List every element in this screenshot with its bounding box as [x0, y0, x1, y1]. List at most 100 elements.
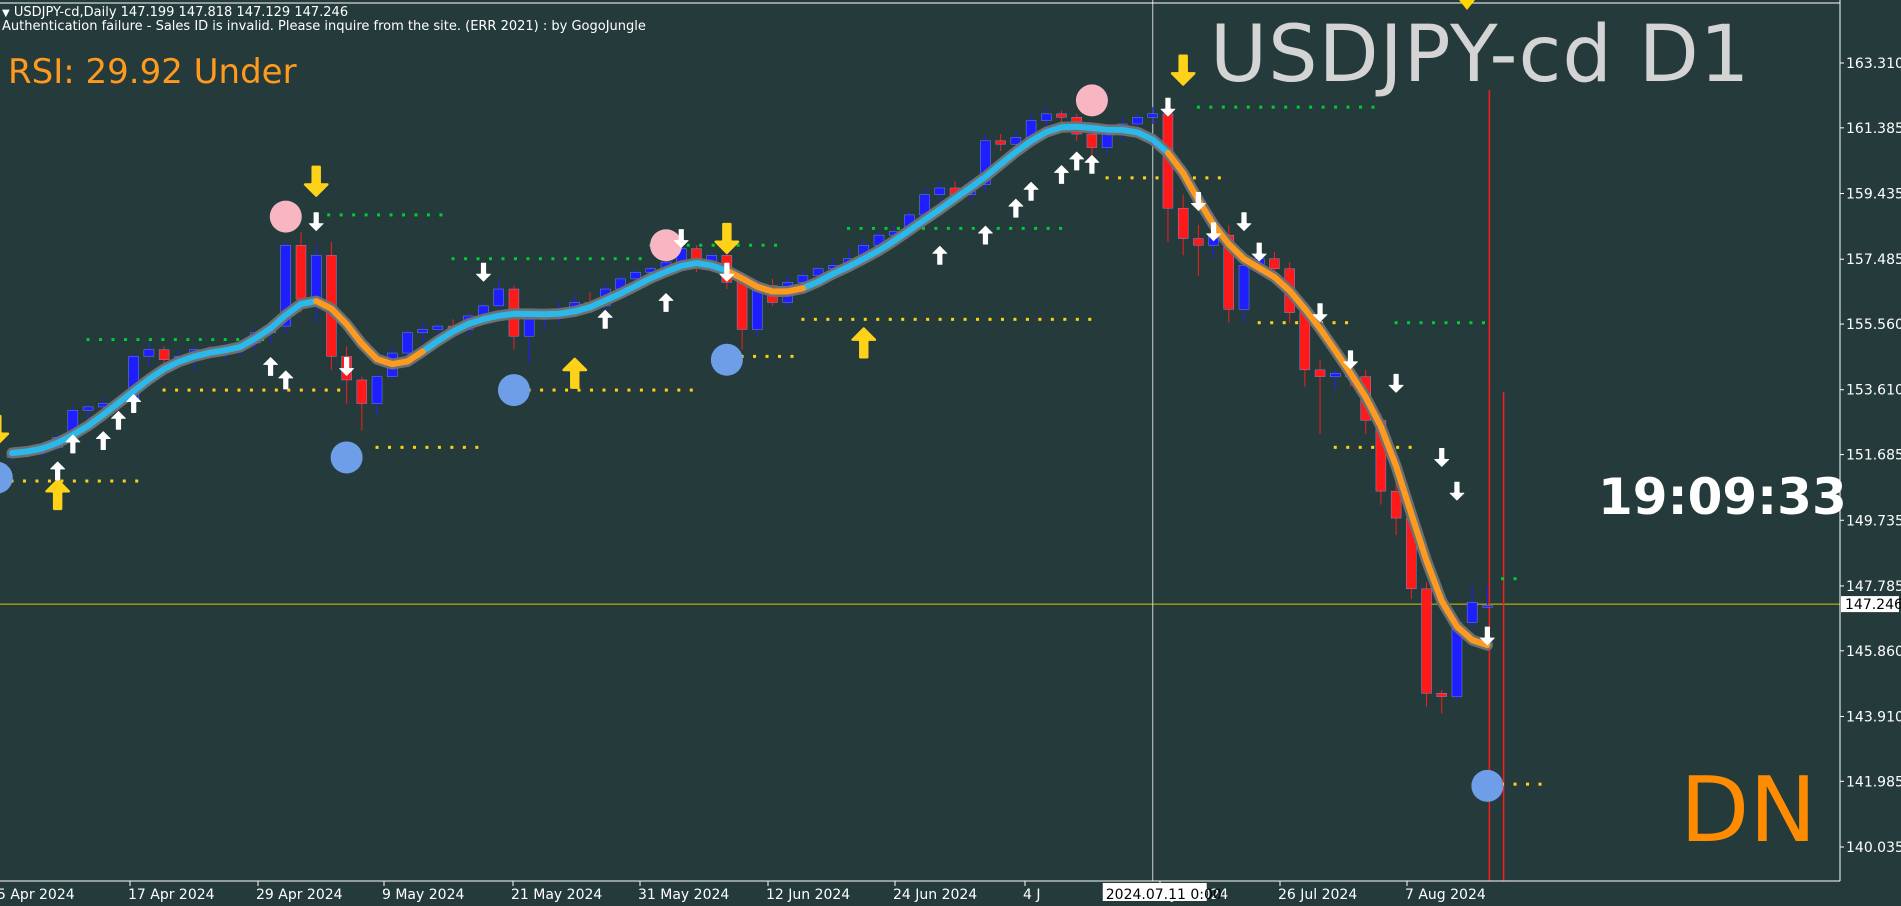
yellow-signal-dot: [753, 354, 757, 358]
green-signal-dot: [1196, 105, 1200, 109]
yellow-signal-dot: [851, 317, 855, 321]
yellow-signal-dot: [337, 388, 341, 392]
yellow-signal-dot: [162, 388, 166, 392]
yellow-signal-dot: [287, 388, 291, 392]
chart-shift-triangle-icon[interactable]: [1459, 0, 1475, 10]
yellow-signal-dot: [963, 317, 967, 321]
yellow-signal-dot: [652, 388, 656, 392]
yellow-signal-dot: [565, 388, 569, 392]
yellow-signal-dot: [1050, 317, 1054, 321]
candle-body: [295, 245, 307, 300]
green-signal-dot: [161, 338, 165, 342]
green-signal-dot: [364, 213, 368, 217]
yellow-signal-dot: [863, 317, 867, 321]
green-signal-dot: [1407, 321, 1411, 325]
white-up-arrow-icon: [1069, 151, 1085, 171]
candle-body: [1132, 117, 1143, 125]
yellow-up-arrow-icon: [45, 478, 71, 511]
candle-body: [1086, 133, 1098, 148]
green-signal-dot: [576, 257, 580, 261]
yellow-down-arrow-icon: [714, 222, 740, 255]
white-up-arrow-icon: [1008, 198, 1024, 218]
green-signal-dot: [327, 213, 331, 217]
green-signal-dot: [86, 338, 90, 342]
candle-body: [1010, 137, 1022, 145]
auth-alert-text: Authentication failure - Sales ID is inv…: [2, 19, 646, 34]
candle-body: [1466, 602, 1478, 623]
white-up-arrow-icon: [126, 394, 142, 413]
yellow-signal-dot: [664, 388, 668, 392]
yellow-signal-dot: [1295, 321, 1299, 325]
green-signal-dot: [198, 338, 202, 342]
green-signal-dot: [1034, 226, 1038, 230]
yellow-signal-dot: [765, 354, 769, 358]
yellow-signal-dot: [677, 388, 681, 392]
candle-body: [980, 140, 991, 185]
green-signal-dot: [1444, 321, 1448, 325]
yellow-signal-dot: [85, 479, 89, 483]
yellow-signal-dot: [35, 479, 39, 483]
green-signal-dot: [921, 226, 925, 230]
candle-body: [402, 332, 413, 354]
yellow-signal-dot: [262, 388, 266, 392]
yellow-signal-dot: [1013, 317, 1017, 321]
green-signal-dot: [426, 213, 430, 217]
price-axis-background: [1840, 0, 1901, 906]
blue-signal-circle: [0, 461, 13, 494]
candle-body: [797, 275, 809, 283]
candle-body: [356, 379, 368, 404]
yellow-up-arrow-icon: [562, 357, 588, 389]
yellow-signal-dot: [425, 445, 429, 449]
yellow-signal-dot: [777, 354, 781, 358]
yellow-signal-dot: [212, 388, 216, 392]
candle-body: [1421, 588, 1432, 694]
white-up-arrow-icon: [978, 225, 993, 245]
green-signal-dot: [1284, 105, 1288, 109]
yellow-signal-dot: [450, 445, 454, 449]
white-down-arrow-icon: [1312, 303, 1328, 323]
candle-body: [630, 271, 641, 280]
yellow-signal-dot: [951, 317, 955, 321]
green-signal-dot: [1501, 577, 1505, 581]
yellow-signal-dot: [475, 445, 479, 449]
yellow-signal-dot: [1000, 317, 1004, 321]
white-down-arrow-icon: [1190, 192, 1206, 211]
yellow-signal-dot: [1155, 176, 1159, 180]
green-signal-dot: [884, 226, 888, 230]
green-signal-dot: [501, 257, 505, 261]
collapse-triangle-icon[interactable]: ▼: [2, 8, 10, 19]
trend-direction: DN: [1680, 758, 1817, 863]
yellow-signal-dot: [1346, 445, 1350, 449]
green-signal-dot: [339, 213, 343, 217]
yellow-signal-dot: [1257, 321, 1261, 325]
green-signal-dot: [959, 226, 963, 230]
ma-line-down: [723, 267, 806, 295]
green-signal-dot: [563, 257, 567, 261]
white-up-arrow-icon: [1084, 154, 1100, 174]
green-signal-dot: [1259, 105, 1263, 109]
yellow-signal-dot: [1526, 782, 1530, 786]
yellow-signal-dot: [22, 479, 26, 483]
yellow-signal-dot: [976, 317, 980, 321]
green-signal-dot: [377, 213, 381, 217]
candle-body: [311, 255, 322, 300]
yellow-down-arrow-icon: [303, 165, 329, 197]
yellow-signal-dot: [1396, 445, 1400, 449]
green-signal-dot: [173, 338, 177, 342]
candle-body: [493, 288, 504, 307]
yellow-signal-dot: [1408, 445, 1412, 449]
green-signal-dot: [439, 213, 443, 217]
yellow-signal-dot: [826, 317, 830, 321]
green-signal-dot: [211, 338, 215, 342]
green-signal-dot: [1321, 105, 1325, 109]
yellow-signal-dot: [1270, 321, 1274, 325]
symbol-quote: USDJPY-cd,Daily 147.199 147.818 147.129 …: [13, 5, 349, 20]
white-up-arrow-icon: [597, 309, 613, 329]
ma-line-up: [9, 123, 1491, 649]
candle-body: [1269, 258, 1280, 270]
yellow-signal-dot: [200, 388, 204, 392]
yellow-signal-dot: [888, 317, 892, 321]
white-up-arrow-icon: [278, 370, 294, 390]
green-signal-dot: [551, 257, 555, 261]
